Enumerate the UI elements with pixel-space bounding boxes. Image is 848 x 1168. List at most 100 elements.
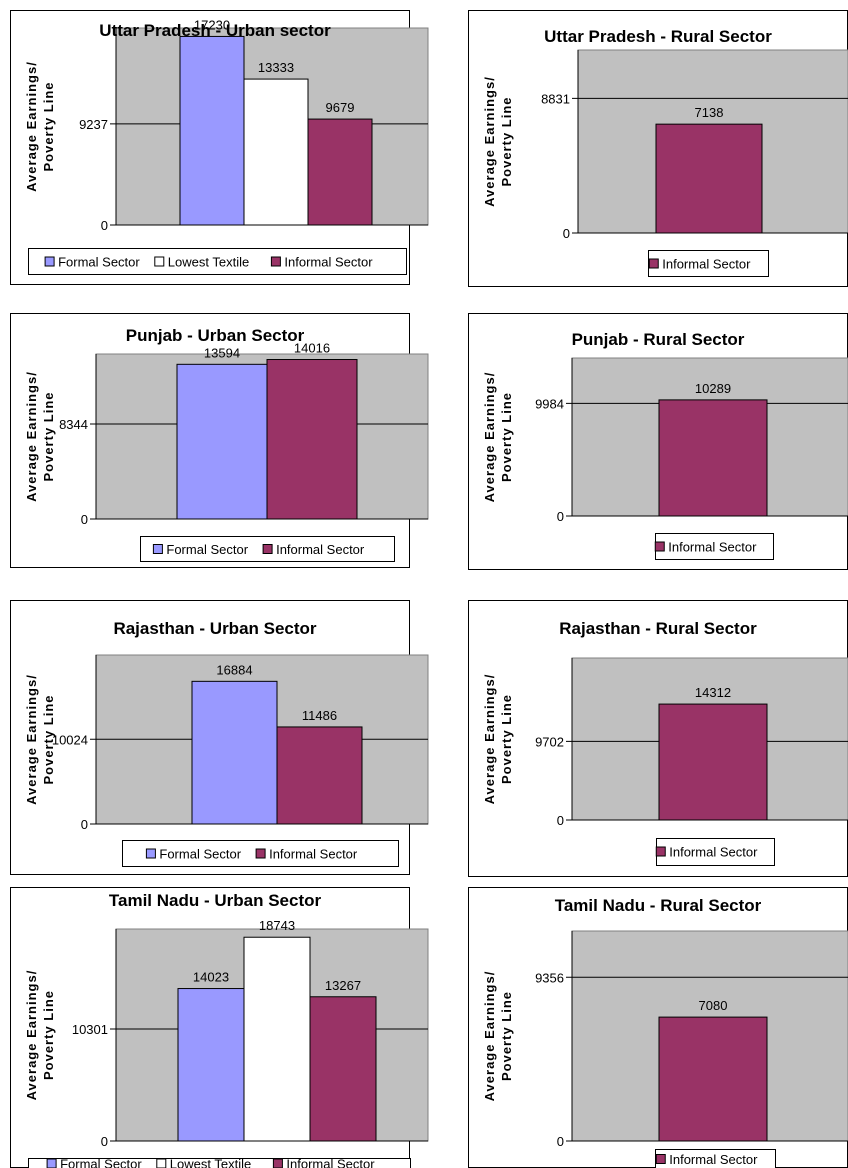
legend-swatch: [156, 1158, 167, 1168]
bar-informal-sector: [266, 359, 358, 520]
chart-title: Punjab - Rural Sector: [572, 330, 745, 349]
legend-swatch: [46, 1158, 57, 1168]
legend-swatch: [262, 544, 273, 554]
chart-title: Tamil Nadu - Rural Sector: [555, 896, 762, 915]
legend-swatch: [655, 1154, 666, 1164]
legend-box: [28, 1158, 411, 1168]
bar-informal-sector: [658, 1016, 768, 1142]
y-axis-label-line1: Average Earnings/: [482, 76, 497, 207]
chart-panel-4: 0 9984 Average Earnings/Poverty Line Punjab…: [468, 313, 848, 570]
legend-swatch: [270, 256, 281, 267]
legend-swatch: [655, 846, 666, 857]
data-label: 9679: [326, 100, 355, 115]
chart-title: Uttar Pradesh - Rural Sector: [544, 27, 772, 46]
legend-swatch: [255, 848, 266, 859]
bar-informal-sector: [655, 123, 763, 234]
legend: Formal Sector Informal Sector: [122, 840, 399, 867]
y-axis-label-line1: Average Earnings/: [482, 971, 497, 1102]
legend: Formal Sector Informal Sector: [140, 536, 395, 562]
data-label: 13267: [325, 978, 361, 993]
legend-entry: Informal Sector: [668, 540, 757, 555]
y-tick-label: 0: [101, 218, 108, 233]
legend-swatch: [154, 256, 165, 267]
chart-panel-5: 0 10024 Average Earnings/Poverty Line Rajas…: [10, 600, 429, 875]
chart-panel-2: 0 8831 Average Earnings/Poverty Line Uttar …: [468, 10, 848, 287]
data-label: 11486: [302, 708, 337, 723]
bar-informal-sector: [658, 399, 768, 517]
y-tick-label: 9237: [79, 117, 108, 132]
chart-panel-7: 0 10301 Average Earnings/Poverty Line Tamil…: [10, 887, 429, 1168]
legend-entry: Formal Sector: [60, 1157, 142, 1168]
legend: Informal Sector: [648, 250, 769, 277]
chart-title: Rajasthan - Rural Sector: [559, 619, 757, 638]
y-tick-label: 9984: [535, 396, 564, 411]
legend-swatch: [654, 541, 665, 552]
bar-informal-sector: [658, 703, 768, 821]
legend-entry: Formal Sector: [159, 847, 241, 862]
chart-panel-1: 0 9237 Average Earnings/Poverty Line Uttar …: [10, 10, 429, 285]
legend-box: [655, 533, 774, 560]
y-tick-label: 10024: [52, 732, 88, 747]
legend-box: [648, 250, 769, 277]
y-tick-label: 8831: [541, 91, 570, 106]
legend-entry: Informal Sector: [669, 845, 758, 860]
data-label: 7080: [699, 998, 728, 1013]
legend-entry: Informal Sector: [276, 542, 365, 557]
y-axis-label-line1: Average Earnings/: [482, 372, 497, 503]
y-tick-label: 8344: [59, 417, 88, 432]
legend-entry: Informal Sector: [669, 1152, 758, 1167]
legend: Informal Sector: [655, 838, 775, 866]
legend-swatch: [152, 544, 163, 554]
legend-swatch: [272, 1158, 283, 1168]
chart-panel-8: 0 9356 Average Earnings/Poverty Line Tamil …: [468, 887, 848, 1168]
legend-box: [655, 1149, 776, 1168]
data-label: 14016: [294, 341, 330, 356]
y-axis-label-line2: Poverty Line: [499, 392, 514, 482]
chart-panel-3: 0 8344 Average Earnings/Poverty Line Punjab…: [10, 313, 429, 568]
legend-entry: Formal Sector: [58, 255, 140, 270]
legend-entry: Informal Sector: [269, 847, 358, 862]
y-axis-label-line2: Poverty Line: [41, 694, 56, 784]
data-label: 18743: [259, 918, 295, 933]
y-tick-label: 9356: [535, 970, 564, 985]
y-tick-label: 0: [557, 509, 564, 524]
legend: Informal Sector: [654, 533, 774, 560]
y-axis-label-line1: Average Earnings/: [24, 61, 39, 192]
bar-lowest-textile: [243, 936, 311, 1142]
data-label: 16884: [216, 662, 252, 677]
legend-swatch: [145, 848, 156, 859]
bar-informal-sector: [276, 726, 363, 825]
y-tick-label: 0: [81, 512, 88, 527]
legend-swatch: [44, 256, 55, 267]
legend-box: [28, 248, 407, 275]
data-label: 7138: [695, 105, 724, 120]
y-axis-label-line2: Poverty Line: [499, 96, 514, 186]
legend: Informal Sector: [655, 1149, 776, 1168]
bar-informal-sector: [309, 996, 377, 1142]
y-axis-label-line2: Poverty Line: [499, 694, 514, 784]
data-label: 14023: [193, 970, 229, 985]
data-label: 13594: [204, 345, 240, 360]
legend-swatch: [648, 258, 659, 269]
y-axis-label-line1: Average Earnings/: [24, 970, 39, 1101]
legend-entry: Informal Sector: [286, 1157, 375, 1168]
bar-informal-sector: [307, 118, 373, 226]
legend-entry: Informal Sector: [284, 255, 373, 270]
y-axis-label-line2: Poverty Line: [499, 991, 514, 1081]
bar-formal-sector: [176, 363, 268, 520]
bar-formal-sector: [177, 988, 245, 1142]
data-label: 14312: [695, 685, 731, 700]
bar-formal-sector: [191, 680, 278, 825]
y-axis-label-line2: Poverty Line: [41, 990, 56, 1080]
legend: Formal Sector Lowest Textile Informal Sect…: [28, 248, 407, 275]
legend-entry: Lowest Textile: [170, 1157, 251, 1168]
chart-title: Punjab - Urban Sector: [126, 326, 305, 345]
y-axis-label-line1: Average Earnings/: [482, 674, 497, 805]
y-tick-label: 0: [557, 813, 564, 828]
y-axis-label-line2: Poverty Line: [41, 391, 56, 481]
chart-title: Uttar Pradesh - Urban sector: [99, 21, 331, 40]
y-axis-label-line1: Average Earnings/: [24, 371, 39, 502]
y-tick-label: 0: [81, 817, 88, 832]
y-axis-label-line1: Average Earnings/: [24, 674, 39, 805]
